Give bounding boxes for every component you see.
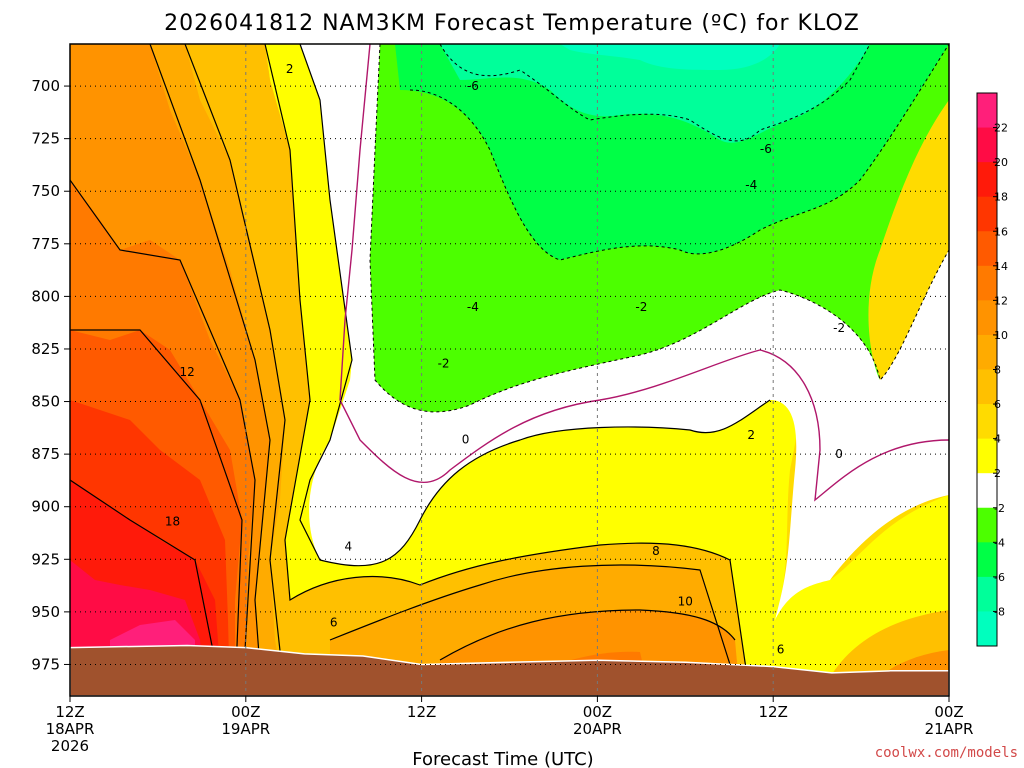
colorbar: 22 20 18 16 14 12 10 8 6 4 2 -2 -4 -6 -8 xyxy=(976,92,1008,647)
contour-label: 0 xyxy=(462,432,470,446)
contour-10-east xyxy=(439,609,736,661)
colorbar-tick-label: -8 xyxy=(994,605,1005,618)
contour-minus4 xyxy=(409,44,949,261)
colorbar-swatch xyxy=(977,369,997,405)
x-tick-label: 12Z xyxy=(55,703,84,721)
colorbar-tick-label: -4 xyxy=(994,536,1005,549)
contour-12 xyxy=(70,329,243,696)
x-tick-label: 12Z xyxy=(407,703,436,721)
colorbar-swatch xyxy=(977,507,997,543)
colorbar-tick-label: 6 xyxy=(994,398,1001,411)
x-tick-label: 00Z xyxy=(583,703,612,721)
colorbar-swatch xyxy=(977,438,997,474)
band-green-minus6 xyxy=(440,44,870,143)
colorbar-tick-label: 8 xyxy=(994,364,1001,377)
x-tick-date: 21APR xyxy=(925,720,974,738)
colorbar-tick-label: 22 xyxy=(994,122,1008,135)
contour-label: 2 xyxy=(286,62,294,76)
contour-0 xyxy=(339,44,949,502)
colorbar-swatch xyxy=(977,611,997,647)
contour-minus6 xyxy=(439,44,871,142)
colorbar-tick-label: 20 xyxy=(994,156,1008,169)
contour-8 xyxy=(149,44,271,696)
colorbar-tick-label: 18 xyxy=(994,191,1008,204)
y-tick-label: 775 xyxy=(31,235,60,253)
y-tick-label: 725 xyxy=(31,130,60,148)
x-tick-label: 12Z xyxy=(759,703,788,721)
y-tick-label: 875 xyxy=(31,445,60,463)
y-tick-label: 975 xyxy=(31,655,60,673)
y-tick-label: 925 xyxy=(31,550,60,568)
colorbar-swatch xyxy=(977,473,997,509)
contour-label: 6 xyxy=(777,643,785,657)
colorbar-swatch xyxy=(977,93,997,129)
colorbar-swatch xyxy=(977,300,997,336)
y-tick-label: 950 xyxy=(31,603,60,621)
colorbar-swatch xyxy=(977,576,997,612)
colorbar-tick-label: 12 xyxy=(994,294,1008,307)
credit-text: coolwx.com/models xyxy=(875,745,1018,761)
contour-18 xyxy=(70,479,223,696)
colorbar-tick-label: 10 xyxy=(994,329,1008,342)
colorbar-tick-label: -6 xyxy=(994,571,1005,584)
contour-label: -4 xyxy=(745,178,757,192)
colorbar-tick-label: 16 xyxy=(994,225,1008,238)
colorbar-swatch xyxy=(977,196,997,232)
contour-10 xyxy=(70,179,256,651)
contour-6 xyxy=(184,44,286,696)
contour-2 xyxy=(299,44,771,567)
contour-label: -2 xyxy=(833,321,845,335)
chart-title: 2026041812 NAM3KM Forecast Temperature (… xyxy=(164,11,860,36)
y-tick-label: 850 xyxy=(31,393,60,411)
x-tick-label: 00Z xyxy=(934,703,963,721)
contour-label: 18 xyxy=(165,514,180,528)
colorbar-tick-label: 4 xyxy=(994,433,1001,446)
contour-4 xyxy=(264,44,751,696)
contour-label: 6 xyxy=(330,615,338,629)
colorbar-swatch xyxy=(977,404,997,440)
contour-label: -6 xyxy=(467,79,479,93)
contour-label: -2 xyxy=(438,357,450,371)
y-axis: 700 725 750 775 800 825 850 875 900 925 950 975 xyxy=(31,77,70,673)
contour-label: 2 xyxy=(747,428,755,442)
band-yellow-east xyxy=(265,44,798,696)
x-tick-date: 20APR xyxy=(573,720,622,738)
contour-label: 10 xyxy=(678,594,693,608)
colorbar-swatch xyxy=(977,334,997,370)
y-tick-label: 825 xyxy=(31,340,60,358)
colorbar-swatch xyxy=(977,231,997,267)
contour-8-east xyxy=(329,564,741,696)
x-axis-label: Forecast Time (UTC) xyxy=(412,749,593,768)
band-green-minus8 xyxy=(560,44,780,70)
x-tick-year: 2026 xyxy=(51,737,89,755)
colorbar-tick-label: 2 xyxy=(994,467,1001,480)
y-tick-label: 900 xyxy=(31,498,60,516)
x-tick-date: 19APR xyxy=(221,720,270,738)
band-yellow-east2 xyxy=(770,495,949,696)
contour-label: 8 xyxy=(652,544,660,558)
colorbar-tick-label: 14 xyxy=(994,260,1008,273)
contour-label: 0 xyxy=(835,447,843,461)
contour-label: -6 xyxy=(760,142,772,156)
contour-label: -2 xyxy=(635,300,647,314)
contour-minus2 xyxy=(369,44,949,413)
colorbar-swatch xyxy=(977,162,997,198)
terrain xyxy=(69,644,950,697)
x-tick-label: 00Z xyxy=(231,703,260,721)
colorbar-swatch xyxy=(977,265,997,301)
contour-label: 12 xyxy=(180,365,195,379)
contour-labels: 2 -6 -6 -4 -4 -2 -2 -2 12 0 2 0 18 4 8 6 10 6 xyxy=(165,62,845,656)
x-tick-date: 18APR xyxy=(46,720,95,738)
colorbar-swatch xyxy=(977,127,997,163)
colorbar-tick-label: -2 xyxy=(994,502,1005,515)
colorbar-swatch xyxy=(977,542,997,578)
contour-label: 4 xyxy=(345,540,353,554)
y-tick-label: 800 xyxy=(31,287,60,305)
contour-label: -4 xyxy=(467,300,479,314)
y-tick-label: 700 xyxy=(31,77,60,95)
y-tick-label: 750 xyxy=(31,182,60,200)
plot-frame xyxy=(69,43,950,697)
